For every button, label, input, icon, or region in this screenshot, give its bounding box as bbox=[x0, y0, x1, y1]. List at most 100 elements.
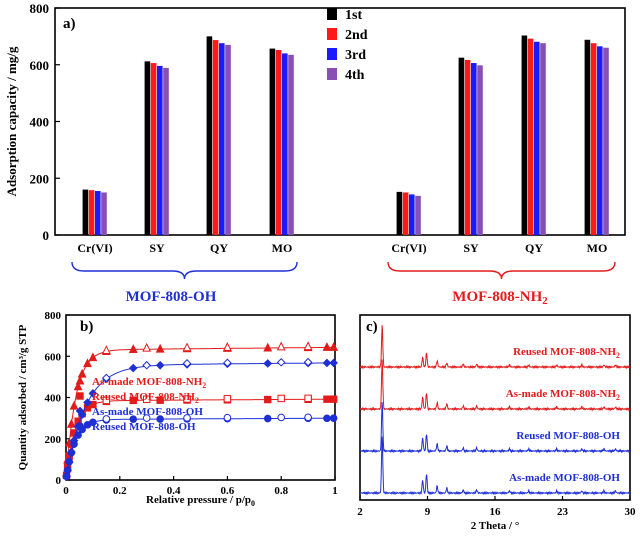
bar bbox=[282, 53, 288, 236]
bar bbox=[477, 65, 483, 235]
group-label-oh: MOF-808-OH bbox=[126, 289, 217, 305]
isotherm-line bbox=[65, 398, 335, 481]
bar bbox=[521, 35, 528, 236]
bar bbox=[206, 36, 213, 235]
legend-entry-a: 4th bbox=[345, 68, 365, 83]
bar bbox=[396, 191, 403, 235]
isotherm-line bbox=[65, 362, 335, 481]
bar bbox=[540, 43, 546, 236]
bar bbox=[534, 41, 540, 235]
data-point bbox=[62, 472, 71, 481]
data-point bbox=[323, 395, 331, 403]
xtick-label-c: 9 bbox=[425, 506, 431, 518]
data-point bbox=[183, 395, 191, 403]
legend-entry-a: 3rd bbox=[345, 48, 366, 63]
legend-entry-a: 1st bbox=[345, 8, 362, 23]
ytick-label-b: 400 bbox=[45, 393, 62, 405]
data-point bbox=[142, 414, 151, 422]
legend-swatch-a bbox=[327, 8, 337, 20]
group-brace-nh2 bbox=[387, 261, 616, 280]
data-point bbox=[223, 413, 232, 422]
data-point bbox=[182, 342, 192, 352]
data-point bbox=[129, 415, 138, 423]
data-point bbox=[142, 360, 152, 370]
bar bbox=[288, 54, 294, 235]
xtick-label-b: 0.4 bbox=[167, 485, 181, 497]
xtick-label-b: 0.2 bbox=[113, 485, 127, 497]
xlabel-b: Relative pressure / p/p0 bbox=[146, 494, 255, 508]
category-label-a: QY bbox=[525, 241, 543, 255]
ytick-label-a: 400 bbox=[30, 115, 50, 130]
data-point bbox=[303, 357, 313, 367]
ylabel-b: Quantity adsorbed / cm³/g STP bbox=[17, 324, 29, 470]
pattern-label-c: Reused MOF-808-NH2 bbox=[513, 346, 620, 360]
xtick-label-b: 1 bbox=[332, 485, 338, 497]
data-point bbox=[89, 418, 97, 427]
xtick-label-c: 2 bbox=[357, 506, 363, 518]
data-point bbox=[155, 343, 165, 353]
data-point bbox=[223, 358, 232, 368]
xtick-label-c: 16 bbox=[490, 506, 502, 518]
bar bbox=[144, 61, 151, 235]
xrd-pattern bbox=[359, 436, 631, 496]
bar bbox=[402, 192, 409, 235]
bar bbox=[458, 57, 465, 235]
data-point bbox=[322, 342, 332, 351]
group-label-nh2: MOF-808-NH2 bbox=[452, 289, 547, 307]
bar bbox=[527, 38, 534, 235]
data-point bbox=[75, 375, 85, 385]
category-label-a: SY bbox=[149, 241, 165, 255]
data-point bbox=[70, 440, 78, 448]
data-point bbox=[329, 342, 339, 351]
data-point bbox=[73, 381, 83, 391]
bar bbox=[597, 46, 603, 236]
data-point bbox=[76, 392, 84, 400]
bar bbox=[275, 49, 282, 236]
legend-entry-b: As-made MOF-808-OH bbox=[92, 406, 203, 418]
ytick-label-b: 800 bbox=[45, 310, 62, 322]
data-point bbox=[76, 422, 84, 430]
xtick-label-b: 0.6 bbox=[221, 485, 235, 497]
ytick-label-a: 200 bbox=[30, 171, 50, 186]
legend-entry-b: As-made MOF-808-NH2 bbox=[92, 376, 206, 390]
category-label-a: MO bbox=[587, 241, 608, 255]
pattern-label-c: As-made MOF-808-OH bbox=[509, 472, 620, 484]
data-point bbox=[65, 457, 74, 466]
data-point bbox=[263, 342, 273, 352]
legend-entry-b: Reused MOF-808-OH bbox=[92, 421, 196, 433]
data-point bbox=[83, 398, 92, 407]
data-point bbox=[263, 414, 272, 423]
data-point bbox=[102, 373, 111, 383]
xrd-pattern bbox=[359, 359, 630, 412]
data-point bbox=[102, 415, 111, 423]
data-point bbox=[222, 342, 232, 351]
bar bbox=[95, 191, 101, 235]
ytick-label-b: 0 bbox=[56, 475, 62, 487]
bar bbox=[163, 67, 169, 235]
panel-label-b: b) bbox=[80, 319, 93, 335]
bar bbox=[219, 43, 225, 236]
bar bbox=[464, 59, 471, 235]
xtick-label-b: 0 bbox=[63, 485, 69, 497]
bar bbox=[409, 194, 415, 235]
data-point bbox=[102, 396, 111, 405]
xrd-pattern bbox=[359, 402, 631, 454]
category-label-a: Cr(VI) bbox=[391, 241, 426, 255]
data-point bbox=[304, 413, 312, 422]
data-point bbox=[67, 448, 76, 457]
data-point bbox=[142, 342, 152, 352]
xtick-label-b: 0.8 bbox=[274, 485, 288, 497]
data-point bbox=[88, 389, 98, 398]
panel-label-c: c) bbox=[366, 319, 378, 335]
data-point bbox=[69, 400, 79, 410]
data-point bbox=[66, 418, 76, 428]
bar bbox=[590, 43, 597, 236]
bar bbox=[157, 65, 163, 235]
bar bbox=[82, 189, 89, 235]
panel-label-a: a) bbox=[63, 16, 76, 32]
data-point bbox=[277, 413, 286, 422]
isotherm-line bbox=[65, 417, 335, 481]
data-point bbox=[264, 395, 272, 404]
data-point bbox=[223, 395, 232, 403]
